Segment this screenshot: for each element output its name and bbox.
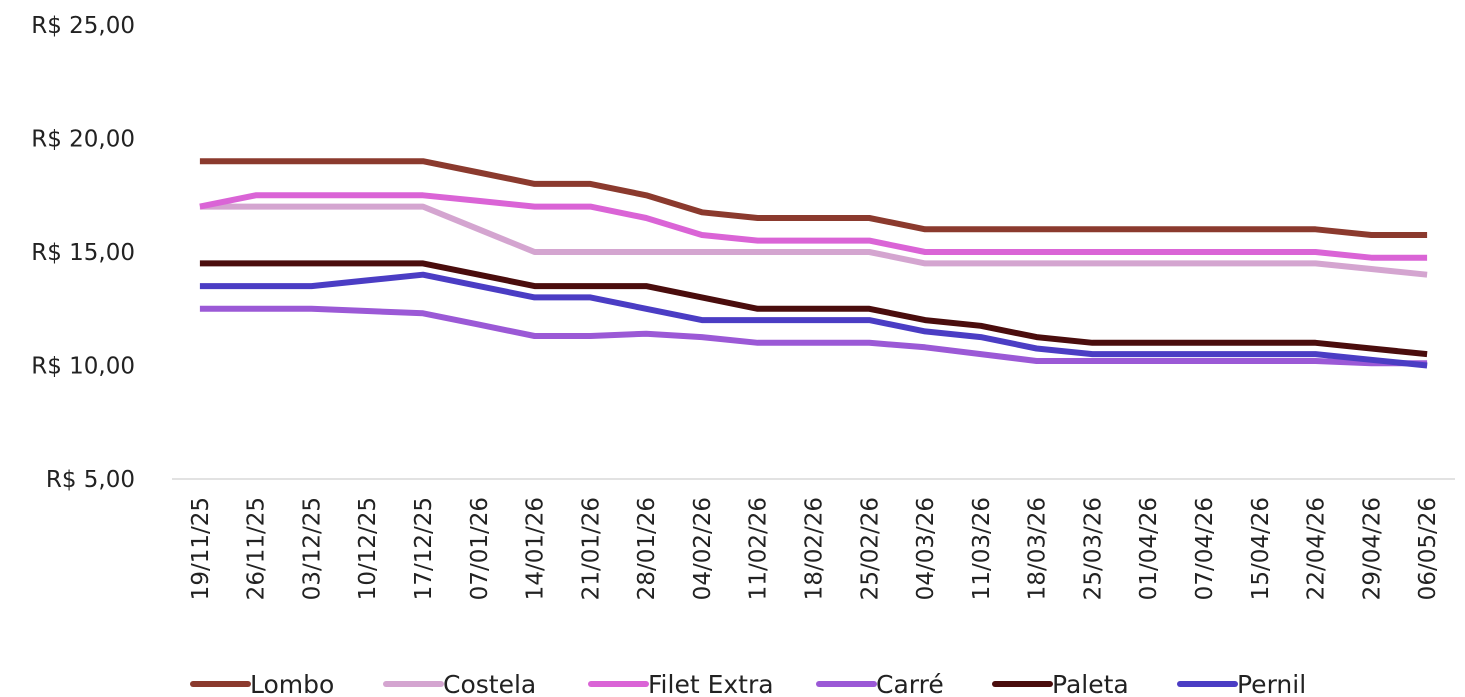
legend-label: Filet Extra [648,670,774,697]
x-tick-label: 19/11/25 [188,497,214,600]
y-tick-label: R$ 15,00 [31,240,135,266]
legend-label: Carré [876,670,944,697]
y-axis: R$ 5,00 R$ 10,00 R$ 15,00 R$ 20,00 R$ 25,00 [31,13,135,493]
series-line-costela [199,203,1428,278]
x-tick-label: 18/03/26 [1025,497,1051,600]
series-layer [199,158,1428,369]
x-tick-label: 15/04/26 [1248,497,1274,600]
x-tick-label: 07/04/26 [1192,497,1218,600]
legend-label: Pernil [1237,670,1306,697]
x-tick-label: 04/03/26 [913,497,939,600]
x-tick-label: 17/12/25 [411,497,437,600]
x-tick-label: 21/01/26 [578,497,604,600]
x-tick-label: 26/11/25 [244,497,270,600]
x-tick-label: 18/02/26 [802,497,828,600]
x-tick-label: 10/12/25 [355,497,381,600]
series-line-paleta [199,260,1428,358]
x-tick-label: 22/04/26 [1304,497,1330,600]
y-tick-label: R$ 20,00 [31,127,135,153]
legend-label: Paleta [1052,670,1129,697]
x-axis: 19/11/25 26/11/25 03/12/25 10/12/25 17/12/25… [188,497,1441,600]
x-tick-label: 11/02/26 [746,497,772,600]
x-tick-label: 25/03/26 [1080,497,1106,600]
y-tick-label: R$ 25,00 [31,13,135,39]
x-tick-label: 03/12/25 [299,497,325,600]
x-tick-label: 01/04/26 [1136,497,1162,600]
legend-label: Lombo [250,670,334,697]
y-tick-label: R$ 10,00 [31,354,135,380]
x-tick-label: 07/01/26 [467,497,493,600]
series-line-pernil [199,271,1428,369]
y-tick-label: R$ 5,00 [46,467,135,493]
x-tick-label: 14/01/26 [523,497,549,600]
series-line-lombo [199,158,1428,238]
legend: Lombo Costela Filet Extra Carré Paleta Pernil [190,670,1306,697]
x-tick-label: 11/03/26 [969,497,995,600]
series-line-carr- [199,305,1428,367]
x-tick-label: 06/05/26 [1415,497,1441,600]
x-tick-label: 04/02/26 [690,497,716,600]
x-tick-label: 25/02/26 [857,497,883,600]
series-line-filet-extra [199,192,1428,261]
legend-label: Costela [443,670,536,697]
x-tick-label: 29/04/26 [1359,497,1385,600]
x-tick-label: 28/01/26 [634,497,660,600]
